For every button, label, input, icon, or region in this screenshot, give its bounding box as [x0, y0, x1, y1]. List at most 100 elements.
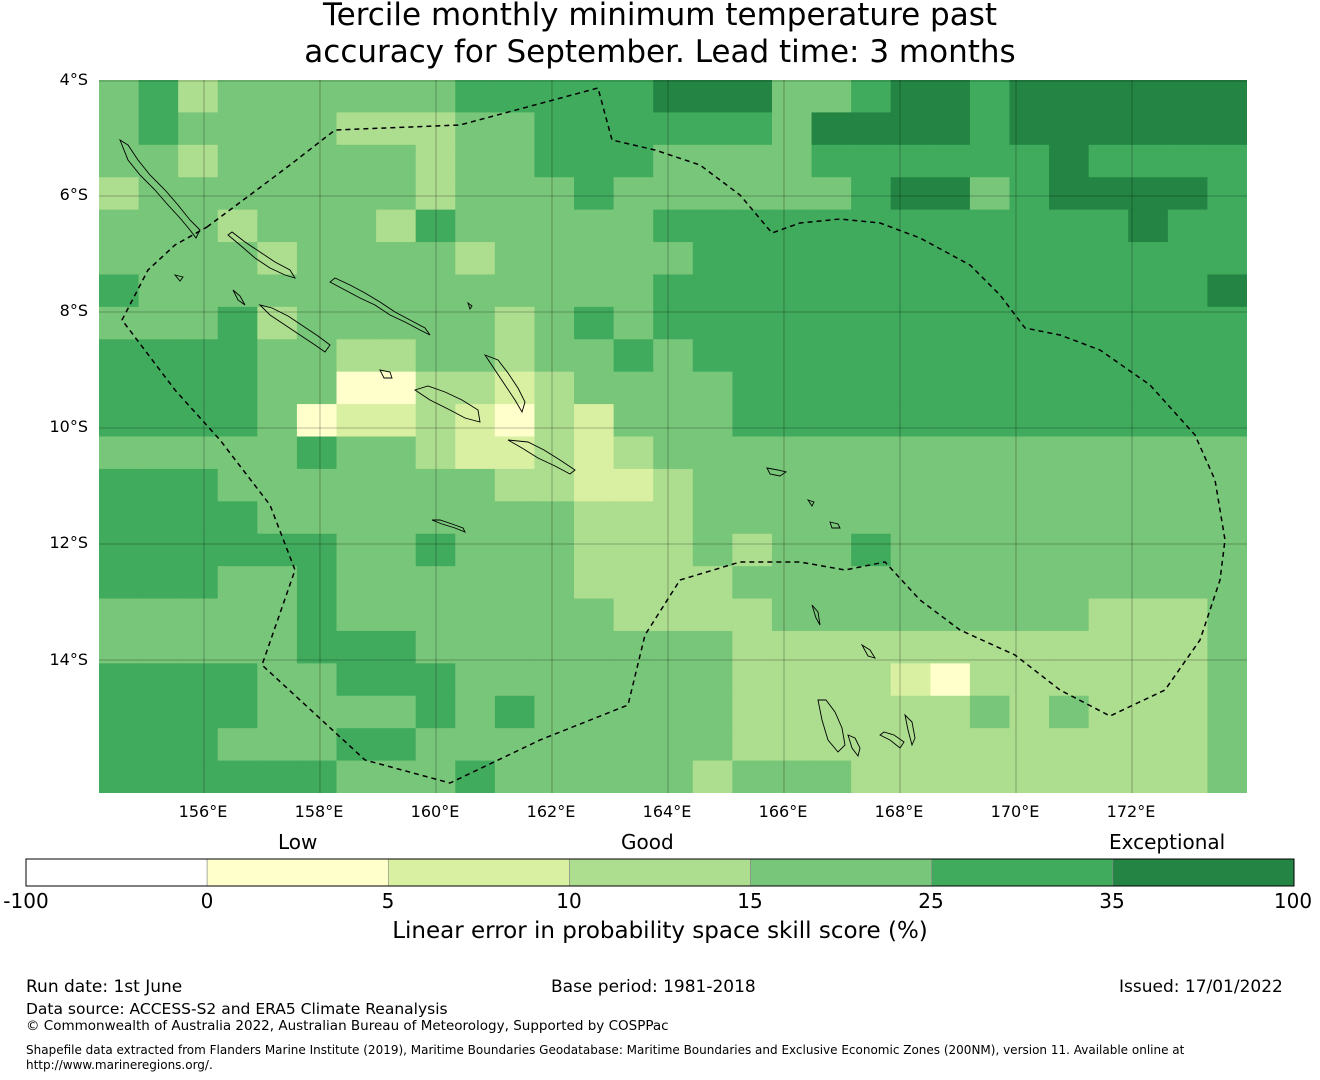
grid-cell [930, 177, 971, 211]
grid-cell [1009, 663, 1050, 697]
island-bougainville [119, 138, 201, 239]
grid-cell [217, 306, 258, 340]
colorbar-tick: -100 [3, 889, 49, 913]
grid-cell [890, 501, 931, 535]
grid-cell [732, 630, 773, 664]
grid-cell [851, 242, 892, 276]
grid-cell [1088, 80, 1129, 114]
grid-cell [890, 371, 931, 405]
grid-cell [296, 339, 338, 373]
lon-label-156e: 156°E [178, 802, 228, 821]
colorbar-bin [387, 858, 570, 887]
grid-cell [1049, 80, 1090, 114]
grid-cell [851, 80, 892, 114]
grid-cell [1167, 339, 1209, 373]
grid-cell [969, 306, 1011, 340]
grid-cell [296, 177, 338, 211]
lon-label-164e: 164°E [642, 802, 692, 821]
colorbar-tick: 10 [556, 889, 582, 913]
grid-cell [138, 533, 179, 567]
grid-cell [1009, 630, 1050, 664]
grid-cell [1049, 695, 1090, 729]
grid-cell [415, 695, 456, 729]
grid-cell [890, 760, 931, 793]
shapefile-url[interactable]: http://www.marineregions.org/. [26, 1058, 213, 1072]
grid-cell [1009, 501, 1050, 535]
grid-cell [1167, 533, 1209, 567]
copyright: © Commonwealth of Australia 2022, Austra… [26, 1018, 669, 1034]
grid-cell [455, 695, 496, 729]
grid-cell [376, 112, 417, 146]
grid-cell [890, 566, 931, 600]
grid-cell [415, 274, 456, 308]
grid-cell [692, 630, 733, 664]
grid-cell [1049, 404, 1090, 438]
grid-cell [494, 242, 536, 276]
grid-cell [494, 695, 536, 729]
grid-cell [1207, 371, 1247, 405]
grid-cell [257, 306, 298, 340]
grid-cell [1167, 663, 1209, 697]
grid-cell [217, 80, 258, 114]
grid-cell [1167, 177, 1209, 211]
colorbar-bin [1112, 858, 1295, 887]
grid-cell [455, 468, 496, 502]
colorbar-tick: 25 [918, 889, 944, 913]
grid-cell [257, 144, 298, 178]
grid-cell [851, 306, 892, 340]
grid-cell [1049, 566, 1090, 600]
lat-label-10s: 10°S [49, 417, 88, 436]
grid-cell [1009, 112, 1050, 146]
island-makira [507, 439, 576, 475]
colorbar-label-good: Good [621, 830, 674, 854]
grid-cell [296, 533, 338, 567]
grid-cell [455, 598, 496, 632]
grid-cell [534, 371, 575, 405]
grid-cell [1049, 112, 1090, 146]
grid-cell [376, 468, 417, 502]
grid-cell [692, 598, 733, 632]
grid-cell [138, 663, 179, 697]
grid-cell [692, 436, 733, 470]
grid-cell [613, 80, 654, 114]
grid-cell [178, 533, 219, 567]
grid-cell [494, 209, 536, 243]
island-malakula [879, 731, 905, 749]
lon-label-170e: 170°E [990, 802, 1040, 821]
grid-cell [534, 436, 575, 470]
grid-cell [811, 663, 852, 697]
grid-cell [336, 242, 377, 276]
grid-cell [217, 598, 258, 632]
grid-cell [574, 177, 615, 211]
island-treasury [232, 289, 246, 306]
grid-cell [257, 209, 298, 243]
grid-cell [217, 436, 258, 470]
grid-cell [138, 695, 179, 729]
grid-cell [930, 695, 971, 729]
grid-cell [851, 630, 892, 664]
grid-cell [969, 533, 1011, 567]
grid-cell [890, 663, 931, 697]
grid-cell [1049, 663, 1090, 697]
grid-cell [99, 760, 140, 793]
grid-cell [99, 209, 140, 243]
grid-cell [1088, 501, 1129, 535]
grid-cell [574, 371, 615, 405]
grid-cell [930, 533, 971, 567]
grid-cell [1088, 306, 1129, 340]
grid-cell [376, 630, 417, 664]
grid-cell [930, 144, 971, 178]
grid-cell [811, 274, 852, 308]
grid-cell [969, 371, 1011, 405]
grid-cell [771, 566, 813, 600]
lat-label-4s: 4°S [59, 70, 88, 89]
grid-cell [336, 598, 377, 632]
grid-cell [613, 242, 654, 276]
grid-cell [296, 404, 338, 438]
grid-cell [1167, 274, 1209, 308]
colorbar-bin [569, 858, 751, 887]
grid-cell [217, 339, 258, 373]
grid-cell [930, 306, 971, 340]
grid-cell [415, 177, 456, 211]
grid-cell [1128, 209, 1169, 243]
